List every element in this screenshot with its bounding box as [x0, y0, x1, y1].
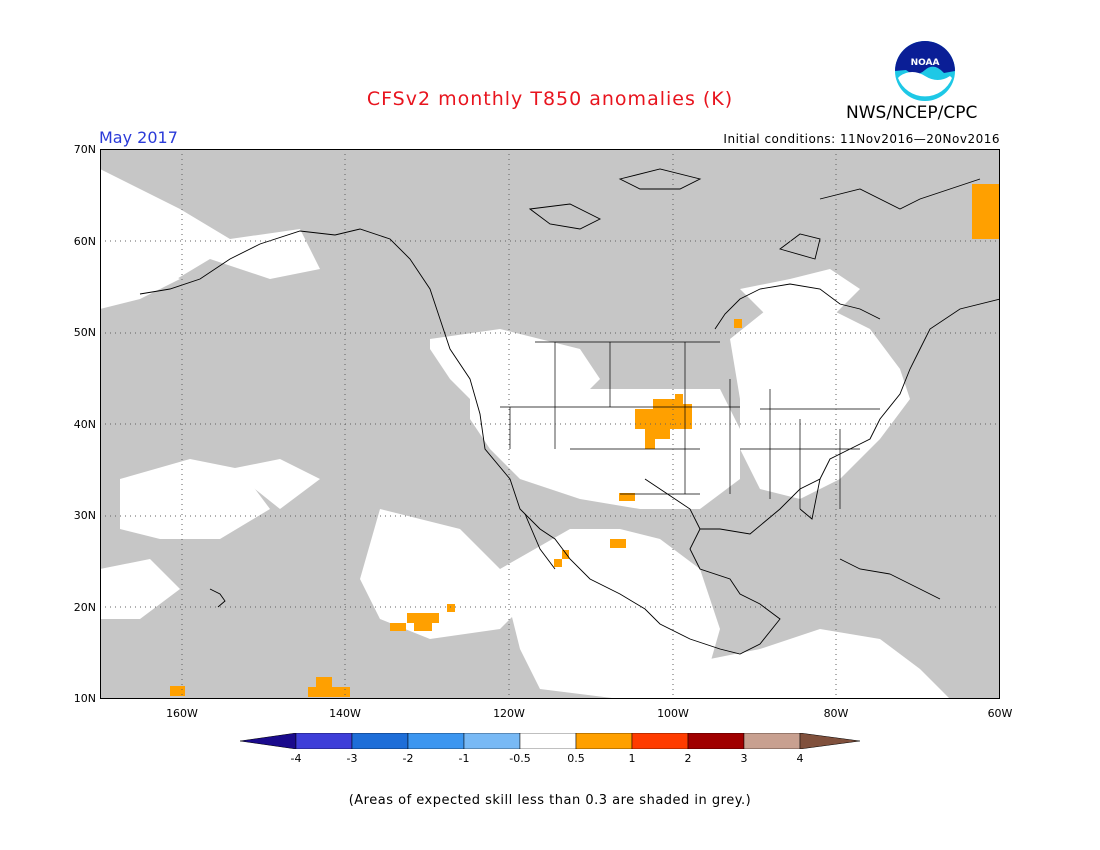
lat-label-40n: 40N [73, 418, 96, 431]
lon-label-160w: 160W [166, 707, 198, 720]
lat-label-70n: 70N [73, 143, 96, 156]
state-borders [500, 341, 880, 509]
colorbar [240, 733, 860, 749]
colorbar-label: 4 [796, 752, 804, 765]
graticule [100, 149, 1000, 699]
noaa-logo: NOAA [895, 41, 955, 101]
lon-label-140w: 140W [329, 707, 361, 720]
colorbar-bin [575, 733, 633, 749]
coastlines [139, 168, 1000, 655]
colorbar-bin [743, 733, 801, 749]
colorbar-lower-arrow [240, 733, 297, 749]
anomaly-map [100, 149, 1000, 699]
colorbar-bin [351, 733, 409, 749]
forecast-period: May 2017 [99, 128, 178, 147]
colorbar-upper-arrow [799, 733, 860, 749]
colorbar-bin [519, 733, 577, 749]
initial-conditions: Initial conditions: 11Nov2016—20Nov2016 [723, 132, 1000, 146]
positive-anomaly-areas [170, 184, 1000, 697]
lon-label-100w: 100W [657, 707, 689, 720]
colorbar-bin [631, 733, 689, 749]
colorbar-label: 1 [628, 752, 636, 765]
colorbar-label: -2 [402, 752, 414, 765]
lon-label-80w: 80W [823, 707, 849, 720]
map-title: CFSv2 monthly T850 anomalies (K) [366, 88, 734, 110]
colorbar-label: 3 [740, 752, 748, 765]
colorbar-bin [463, 733, 521, 749]
colorbar-label: 0.5 [567, 752, 585, 765]
colorbar-label: 2 [684, 752, 692, 765]
lat-label-20n: 20N [73, 601, 96, 614]
colorbar-label: -4 [290, 752, 302, 765]
colorbar-bin [295, 733, 353, 749]
lat-label-50n: 50N [73, 326, 96, 339]
colorbar-bin [687, 733, 745, 749]
colorbar-label: -0.5 [509, 752, 531, 765]
lon-label-60w: 60W [987, 707, 1013, 720]
colorbar-label: -3 [346, 752, 358, 765]
skill-note: (Areas of expected skill less than 0.3 a… [348, 793, 752, 808]
map-frame [100, 149, 1000, 699]
lat-label-30n: 30N [73, 509, 96, 522]
lat-label-10n: 10N [73, 692, 96, 705]
lon-label-120w: 120W [493, 707, 525, 720]
logo-text: NOAA [911, 58, 940, 68]
colorbar-label: -1 [458, 752, 470, 765]
agency-label: NWS/NCEP/CPC [846, 103, 978, 123]
colorbar-bin [407, 733, 465, 749]
lat-label-60n: 60N [73, 235, 96, 248]
